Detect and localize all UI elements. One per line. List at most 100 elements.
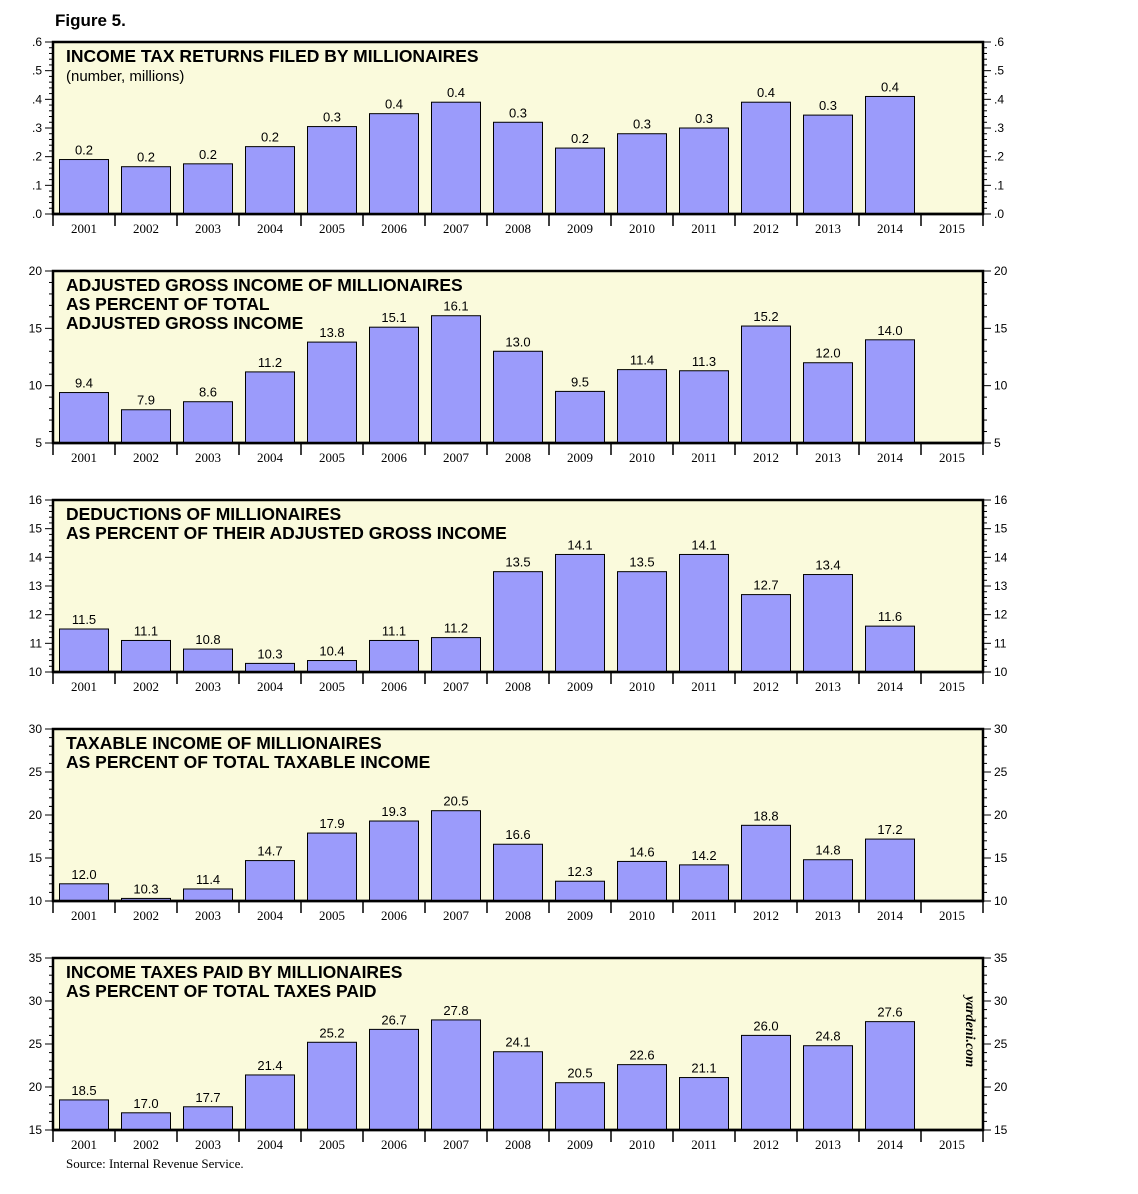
y-tick-label-left: 20 <box>29 808 43 822</box>
y-tick-label-left: .6 <box>32 35 42 49</box>
data-label-2008: 24.1 <box>505 1035 530 1050</box>
source-note: Source: Internal Revenue Service. <box>66 1156 244 1171</box>
data-label-2013: 13.4 <box>815 558 840 573</box>
data-label-2004: 14.7 <box>257 844 282 859</box>
bar-2007 <box>431 810 481 902</box>
x-tick-label-2003: 2003 <box>195 450 221 465</box>
data-label-2006: 26.7 <box>381 1012 406 1027</box>
x-tick-label-2007: 2007 <box>443 908 470 923</box>
x-tick-label-2004: 2004 <box>257 221 284 236</box>
x-tick-label-2003: 2003 <box>195 1137 221 1152</box>
x-tick-label-2006: 2006 <box>381 450 408 465</box>
y-tick-label-right: .4 <box>994 92 1004 106</box>
x-tick-label-2012: 2012 <box>753 221 779 236</box>
bar-2002 <box>121 1112 171 1131</box>
data-label-2002: 7.9 <box>137 393 155 408</box>
x-tick-label-2005: 2005 <box>319 679 345 694</box>
data-label-2012: 12.7 <box>753 578 778 593</box>
bar-2008 <box>493 1051 543 1131</box>
y-tick-label-left: 30 <box>29 722 43 736</box>
y-tick-label-left: 20 <box>29 264 43 278</box>
y-tick-label-right: .6 <box>994 35 1004 49</box>
bar-2011 <box>679 370 729 444</box>
bar-2010 <box>617 1064 667 1131</box>
bar-2013 <box>803 574 853 673</box>
bar-2014 <box>865 838 915 902</box>
bar-2003 <box>183 163 233 215</box>
data-label-2002: 11.1 <box>134 623 158 638</box>
x-tick-label-2010: 2010 <box>629 908 655 923</box>
data-label-2010: 11.4 <box>630 353 654 368</box>
data-label-2003: 0.2 <box>199 147 217 162</box>
data-label-2003: 17.7 <box>195 1090 220 1105</box>
y-tick-label-right: 5 <box>994 436 1001 450</box>
y-tick-label-right: 10 <box>994 379 1008 393</box>
panel-title-line: AS PERCENT OF TOTAL <box>66 294 270 314</box>
x-tick-label-2006: 2006 <box>381 1137 408 1152</box>
bar-2013 <box>803 1045 853 1131</box>
x-tick-label-2005: 2005 <box>319 908 345 923</box>
bar-2004 <box>245 371 295 444</box>
data-label-2012: 0.4 <box>757 85 775 100</box>
bar-2002 <box>121 166 171 215</box>
y-tick-label-right: .0 <box>994 207 1004 221</box>
bar-2012 <box>741 824 791 902</box>
x-tick-label-2004: 2004 <box>257 908 284 923</box>
x-tick-label-2015: 2015 <box>939 450 965 465</box>
bar-2011 <box>679 1077 729 1131</box>
x-tick-label-2006: 2006 <box>381 221 408 236</box>
x-tick-label-2015: 2015 <box>939 221 965 236</box>
bar-2005 <box>307 832 357 902</box>
data-label-2007: 27.8 <box>443 1003 468 1018</box>
bar-2011 <box>679 127 729 215</box>
data-label-2014: 17.2 <box>877 822 902 837</box>
x-tick-label-2011: 2011 <box>691 908 717 923</box>
x-tick-label-2002: 2002 <box>133 1137 159 1152</box>
y-tick-label-right: 25 <box>994 1037 1008 1051</box>
x-tick-label-2002: 2002 <box>133 679 159 694</box>
data-label-2008: 16.6 <box>505 827 530 842</box>
panel-title-line: AS PERCENT OF TOTAL TAXES PAID <box>66 981 377 1001</box>
data-label-2005: 13.8 <box>319 325 344 340</box>
y-tick-label-left: .3 <box>32 121 42 135</box>
data-label-2013: 0.3 <box>819 98 837 113</box>
bar-2005 <box>307 341 357 444</box>
x-tick-label-2009: 2009 <box>567 679 593 694</box>
y-tick-label-right: 20 <box>994 808 1008 822</box>
data-label-2005: 10.4 <box>319 644 344 659</box>
panel-subtitle: (number, millions) <box>66 68 184 85</box>
bar-2001 <box>59 1099 109 1131</box>
y-tick-label-left: 15 <box>29 321 43 335</box>
y-tick-label-left: 10 <box>29 665 43 679</box>
x-tick-label-2013: 2013 <box>815 1137 841 1152</box>
bar-2001 <box>59 159 109 215</box>
data-label-2004: 11.2 <box>258 355 282 370</box>
x-tick-label-2013: 2013 <box>815 679 841 694</box>
data-label-2013: 12.0 <box>815 346 840 361</box>
y-tick-label-right: 20 <box>994 1080 1008 1094</box>
bar-2014 <box>865 339 915 444</box>
bar-2013 <box>803 859 853 902</box>
x-tick-label-2013: 2013 <box>815 450 841 465</box>
bar-2005 <box>307 1041 357 1131</box>
bar-2010 <box>617 860 667 902</box>
bar-2004 <box>245 1074 295 1131</box>
y-tick-label-left: 11 <box>30 636 43 650</box>
data-label-2011: 11.3 <box>692 354 716 369</box>
panel-title-line: INCOME TAXES PAID BY MILLIONAIRES <box>66 962 402 982</box>
x-tick-label-2013: 2013 <box>815 221 841 236</box>
x-tick-label-2002: 2002 <box>133 908 159 923</box>
bar-2009 <box>555 553 605 673</box>
data-label-2001: 18.5 <box>71 1083 96 1098</box>
data-label-2010: 13.5 <box>629 555 654 570</box>
data-label-2003: 11.4 <box>196 872 220 887</box>
x-tick-label-2007: 2007 <box>443 1137 470 1152</box>
data-label-2002: 10.3 <box>133 881 158 896</box>
data-label-2010: 22.6 <box>629 1048 654 1063</box>
bar-2001 <box>59 392 109 444</box>
x-tick-label-2009: 2009 <box>567 450 593 465</box>
x-tick-label-2014: 2014 <box>877 221 904 236</box>
bar-2007 <box>431 315 481 444</box>
data-label-2001: 11.5 <box>72 612 96 627</box>
